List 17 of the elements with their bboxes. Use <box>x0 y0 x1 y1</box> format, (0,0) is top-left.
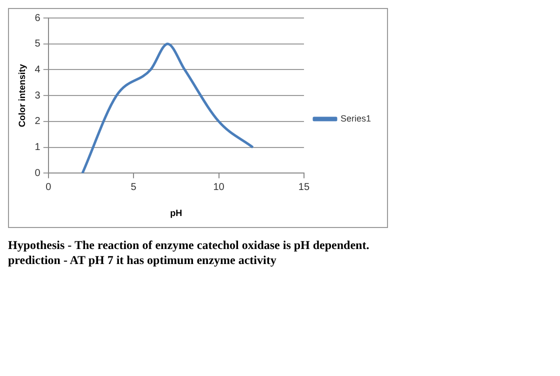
y-tick-label: 5 <box>34 38 41 50</box>
x-tick-label: 0 <box>46 182 52 193</box>
text: prediction - AT pH 7 it has optimum enzyme activity <box>8 253 278 268</box>
y-tick-label: 1 <box>34 142 41 154</box>
x-axis-title: pH <box>170 208 182 218</box>
legend-label: Series1 <box>340 113 371 124</box>
x-tick-label: 10 <box>213 182 225 193</box>
line-series <box>81 42 254 174</box>
y-tick-label: 2 <box>34 116 41 128</box>
y-tick-label: 3 <box>34 90 41 102</box>
x-tick-label: 5 <box>130 182 137 193</box>
y-tick-label: 4 <box>34 64 41 76</box>
text: Hypothesis - The reaction of enzyme catechol oxidase is pH dependent. <box>8 238 370 253</box>
y-tick-label: 0 <box>34 168 41 179</box>
y-tick-label: 6 <box>34 12 41 24</box>
x-tick-label: 15 <box>298 182 310 193</box>
y-axis-title: Color intensity <box>16 64 27 128</box>
